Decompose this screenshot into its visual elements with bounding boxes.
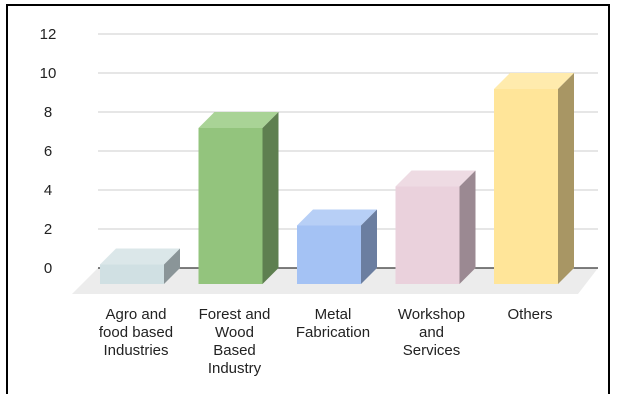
bar bbox=[395, 170, 476, 284]
bars bbox=[100, 73, 574, 284]
category-label-line: Others bbox=[507, 306, 552, 323]
bar bbox=[494, 73, 574, 284]
bar-top bbox=[494, 73, 574, 89]
bar-side bbox=[164, 248, 180, 284]
y-tick-label: 4 bbox=[44, 182, 52, 199]
category-label-line: Wood bbox=[215, 324, 254, 341]
bar-top bbox=[395, 170, 476, 187]
y-tick-label: 8 bbox=[44, 104, 52, 121]
category-label-line: Forest and bbox=[199, 306, 271, 323]
y-tick-label: 12 bbox=[40, 26, 57, 43]
category-label: Workshop and Services bbox=[398, 306, 465, 359]
y-tick-label: 0 bbox=[44, 260, 52, 277]
category-label: Metal Fabrication bbox=[296, 306, 370, 341]
category-label-line: Workshop bbox=[398, 306, 465, 323]
bar-front bbox=[395, 186, 460, 284]
bar-side bbox=[459, 170, 476, 284]
category-label: Others bbox=[507, 306, 552, 323]
category-label: Agro and food based Industries bbox=[99, 306, 173, 359]
bar-front bbox=[494, 89, 558, 284]
bar bbox=[100, 248, 180, 284]
y-tick-label: 6 bbox=[44, 143, 52, 160]
bar-front bbox=[198, 128, 263, 284]
category-label-line: Fabrication bbox=[296, 324, 370, 341]
category-label-line: food based bbox=[99, 324, 173, 341]
bar-top bbox=[297, 209, 377, 226]
bar-chart: 0 2 4 6 8 10 12 Agro and food based Industries Fo… bbox=[40, 26, 598, 377]
category-label-line: Metal bbox=[315, 306, 352, 323]
y-tick-label: 2 bbox=[44, 221, 52, 238]
category-label-line: and bbox=[419, 324, 444, 341]
bar bbox=[198, 112, 279, 284]
y-axis-tick-labels: 0 2 4 6 8 10 12 bbox=[40, 26, 57, 277]
category-label-line: Industries bbox=[103, 342, 168, 359]
category-label-line: Agro and bbox=[106, 306, 167, 323]
category-label: Forest and Wood Based Industry bbox=[199, 306, 271, 377]
bar bbox=[297, 209, 377, 284]
bar-front bbox=[297, 225, 361, 284]
bar-top bbox=[100, 248, 180, 265]
chart-frame: 0 2 4 6 8 10 12 Agro and food based Industries Fo… bbox=[6, 4, 610, 394]
bar-side bbox=[558, 73, 574, 284]
bar-front bbox=[100, 264, 164, 284]
bar-top bbox=[198, 112, 279, 128]
category-label-line: Industry bbox=[208, 360, 262, 377]
category-label-line: Services bbox=[403, 342, 461, 359]
category-label-line: Based bbox=[213, 342, 256, 359]
bar-side bbox=[361, 209, 377, 284]
bar-side bbox=[262, 112, 279, 284]
y-tick-label: 10 bbox=[40, 65, 57, 82]
